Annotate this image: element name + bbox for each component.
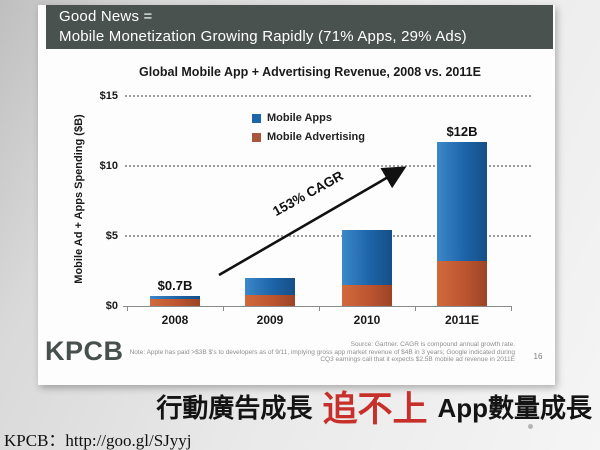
bar-2011E-apps	[437, 142, 487, 261]
bar-2008-apps	[150, 296, 200, 299]
bar-2010-advertising	[342, 285, 392, 306]
x-axis	[123, 306, 512, 307]
legend-label: Mobile Apps	[267, 112, 332, 124]
slide-header: Good News = Mobile Monetization Growing …	[46, 5, 553, 49]
decorative-dot	[528, 424, 533, 429]
note-line3: CQ3 earnings call that it expects $2.5B …	[320, 356, 515, 363]
legend-label: Mobile Advertising	[267, 131, 365, 143]
header-line1: Good News =	[59, 8, 153, 25]
caption: 行動廣告成長 追不上 App數量成長	[0, 383, 592, 429]
bar-label-2011E: $12B	[446, 124, 478, 139]
chart-legend: Mobile Apps Mobile Advertising	[252, 112, 365, 150]
chart-title: Global Mobile App + Advertising Revenue,…	[139, 65, 481, 79]
bar-label-2008: $0.7B	[157, 278, 193, 293]
xtick-2008: 2008	[161, 313, 189, 327]
caption-left: 行動廣告成長	[156, 392, 313, 423]
bar-2009-apps	[245, 278, 295, 295]
xtick-2009: 2009	[256, 313, 284, 327]
bar-2011E-advertising	[437, 261, 487, 306]
header-line2: Mobile Monetization Growing Rapidly (71%…	[59, 28, 467, 45]
x-axis-tick-3	[415, 307, 416, 311]
ytick-$5: $5	[105, 230, 118, 242]
kpcb-logo: KPCB	[45, 336, 124, 366]
legend-item: Mobile Advertising	[252, 131, 365, 143]
gridline-$15	[125, 95, 531, 97]
caption-highlight: 追不上	[322, 389, 428, 429]
x-axis-tick-1	[223, 307, 224, 311]
note-line1: Source: Gartner. CAGR is compound annual…	[350, 341, 515, 348]
source-notes: Source: Gartner. CAGR is compound annual…	[125, 341, 515, 364]
ytick-$10: $10	[99, 160, 118, 172]
page-number: 16	[533, 352, 543, 361]
xtick-2010: 2010	[353, 313, 381, 327]
ytick-$0: $0	[105, 300, 118, 312]
x-axis-tick-2	[319, 307, 320, 311]
legend-swatch-icon	[252, 132, 261, 142]
legend-item: Mobile Apps	[252, 112, 365, 124]
y-axis-title: Mobile Ad + Apps Spending ($B)	[73, 114, 85, 284]
caption-right: App數量成長	[437, 392, 592, 423]
x-axis-tick-4	[511, 307, 512, 311]
legend-swatch-icon	[252, 113, 261, 123]
footer-url-link[interactable]: KPCB：http://goo.gl/SJyyj	[4, 431, 192, 450]
xtick-2011E: 2011E	[444, 313, 480, 327]
ytick-$15: $15	[99, 90, 118, 102]
bar-2008-advertising	[150, 299, 200, 306]
gridline-$10	[125, 165, 531, 167]
bar-2009-advertising	[245, 295, 295, 306]
bar-2010-apps	[342, 230, 392, 285]
x-axis-tick-0	[127, 307, 128, 311]
note-line2: Note: Apple has paid >$3B $'s to develop…	[129, 348, 515, 356]
